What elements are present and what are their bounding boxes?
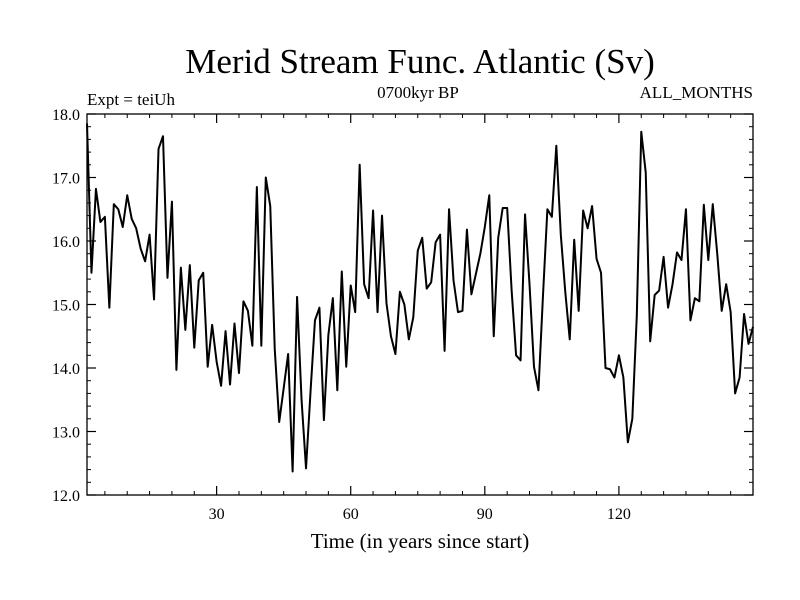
series-line [86,123,754,473]
x-axis-label: Time (in years since start) [311,529,530,553]
y-tick-label: 15.0 [52,298,80,315]
x-tick-labels: 30 60 90 120 [209,506,631,523]
y-tick-label: 18.0 [52,107,80,124]
x-tick-label: 120 [607,506,631,523]
y-tick-label: 16.0 [52,234,80,251]
y-tick-label: 17.0 [52,171,80,188]
experiment-label: Expt = teiUh [87,90,175,109]
y-tick-label: 12.0 [52,488,80,505]
y-tick-label: 14.0 [52,361,80,378]
chart-title: Merid Stream Func. Atlantic (Sv) [185,42,655,81]
y-tick-labels: 12.0 13.0 14.0 15.0 16.0 17.0 18.0 [52,107,80,505]
x-tick-label: 60 [343,506,359,523]
x-tick-label: 90 [477,506,493,523]
axis-ticks [87,113,753,496]
x-tick-label: 30 [209,506,225,523]
months-label: ALL_MONTHS [640,83,753,102]
y-tick-label: 13.0 [52,425,80,442]
period-label: 0700kyr BP [377,83,459,102]
